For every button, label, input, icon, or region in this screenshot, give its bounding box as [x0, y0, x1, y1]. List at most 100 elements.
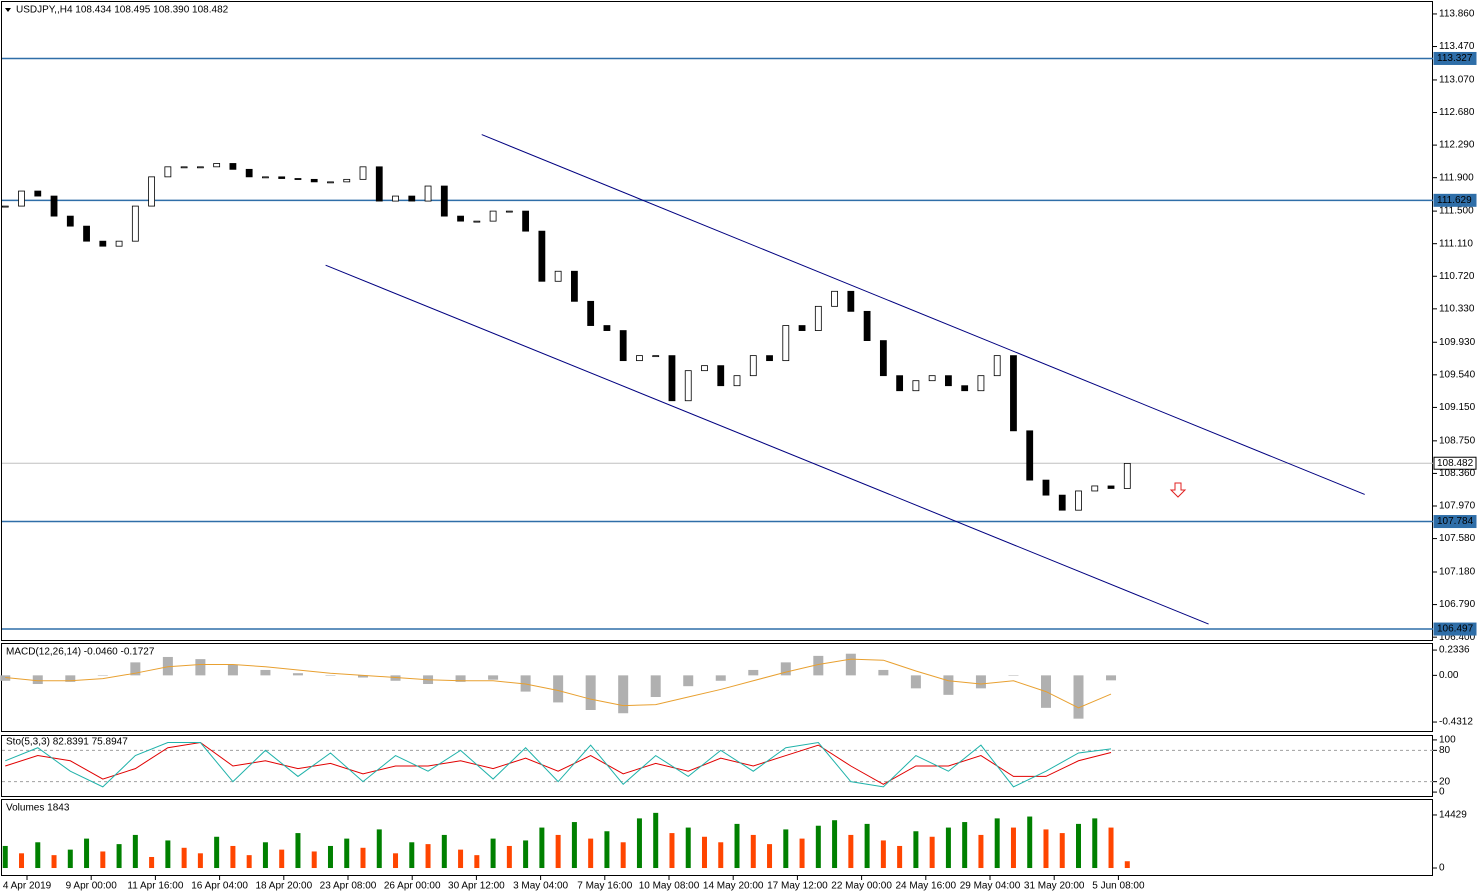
candle	[879, 340, 887, 377]
macd-bar	[65, 675, 76, 682]
candle	[1010, 355, 1017, 432]
macd-pane	[1, 643, 1433, 732]
volume-bar	[864, 823, 870, 869]
candle	[1075, 490, 1082, 511]
volume-bar	[767, 844, 773, 869]
macd-bar	[488, 675, 499, 680]
volume-bar	[327, 845, 333, 869]
volume-bar	[588, 838, 594, 869]
macd-bar	[455, 675, 466, 682]
volume-bar	[279, 849, 285, 869]
volume-bar	[701, 836, 707, 869]
candle	[229, 163, 237, 170]
volume-bar	[35, 842, 41, 869]
candle	[733, 375, 741, 387]
candle	[131, 205, 139, 242]
candle	[473, 220, 481, 223]
volume-bar	[1108, 827, 1114, 869]
volume-bar	[506, 845, 512, 869]
candle	[359, 166, 367, 180]
candle	[327, 181, 334, 184]
volume-bar	[393, 853, 399, 869]
y-tick-label: 0.00	[1439, 670, 1459, 681]
y-tick-label: 107.580	[1439, 533, 1476, 544]
candle	[408, 195, 416, 202]
volume-bar	[1027, 816, 1033, 869]
volume-bar	[311, 851, 317, 869]
x-tick-label: 17 May 12:00	[767, 881, 828, 892]
volume-bar	[750, 834, 756, 869]
volume-bar	[897, 845, 903, 869]
macd-bar	[650, 675, 661, 698]
x-tick-label: 3 May 04:00	[513, 881, 568, 892]
volume-bar	[685, 827, 691, 869]
candle	[847, 290, 855, 312]
y-tick-label: 112.290	[1439, 140, 1475, 151]
x-tick-label: 9 Apr 00:00	[66, 881, 118, 892]
volume-bar	[1010, 827, 1016, 869]
level-label-box	[1433, 193, 1477, 207]
y-tick-label: 100	[1439, 735, 1456, 746]
volume-bar	[344, 838, 350, 869]
stoch-signal	[5, 741, 1112, 785]
candle	[766, 355, 773, 362]
macd-bar	[845, 653, 856, 676]
level-label-box	[1433, 51, 1477, 65]
macd-bar	[97, 675, 108, 676]
candle	[749, 355, 757, 377]
candle	[66, 215, 74, 227]
y-tick-label: 109.930	[1439, 337, 1476, 348]
volume-bar	[799, 838, 805, 869]
macd-bar	[520, 675, 531, 692]
y-tick-label: 111.900	[1439, 172, 1474, 183]
macd-bar	[130, 662, 141, 676]
volume-bar	[230, 845, 236, 869]
volume-bar	[1043, 829, 1049, 869]
macd-bar	[390, 675, 401, 681]
volume-bar	[1059, 833, 1065, 869]
macd-bar	[618, 675, 629, 714]
candle	[798, 325, 806, 331]
volume-bar	[832, 820, 838, 869]
volume-bar	[636, 818, 642, 869]
volume-bar	[718, 842, 724, 869]
volume-bar	[214, 836, 220, 869]
y-tick-label: -0.4312	[1439, 717, 1473, 728]
macd-bar	[162, 656, 173, 676]
candle	[863, 310, 871, 341]
y-tick-label: 111.110	[1439, 238, 1473, 249]
candle	[99, 240, 107, 247]
volume-bar	[1124, 861, 1130, 869]
sell-arrow	[1169, 482, 1187, 498]
y-tick-label: 0	[1439, 863, 1445, 874]
candle	[701, 365, 708, 372]
candle	[164, 166, 172, 178]
candle	[587, 300, 595, 326]
candle	[457, 215, 464, 222]
volume-bar	[441, 834, 447, 869]
candle	[1091, 485, 1099, 492]
x-tick-label: 7 May 16:00	[577, 881, 632, 892]
candle	[180, 166, 188, 169]
y-tick-label: 80	[1439, 745, 1451, 756]
volume-bar	[197, 853, 203, 869]
volume-bar	[116, 844, 122, 869]
y-tick-label: 20	[1439, 776, 1451, 787]
macd-bar	[813, 655, 824, 676]
candle	[196, 166, 204, 169]
candle	[636, 355, 643, 362]
volume-bar	[669, 833, 675, 869]
candle	[1123, 462, 1131, 489]
y-tick-label: 108.750	[1439, 435, 1476, 446]
y-tick-label: 107.180	[1439, 567, 1476, 578]
candle	[148, 176, 156, 207]
volume-bar	[1076, 823, 1082, 869]
y-tick-label: 106.790	[1439, 599, 1476, 610]
candle	[115, 240, 123, 247]
collapse-icon[interactable]	[5, 8, 11, 12]
macd-bar	[1073, 675, 1084, 719]
volume-bar	[490, 838, 496, 869]
level-label: 113.327	[1437, 53, 1473, 64]
channel-line	[325, 264, 1209, 625]
macd-bar	[1106, 675, 1117, 681]
